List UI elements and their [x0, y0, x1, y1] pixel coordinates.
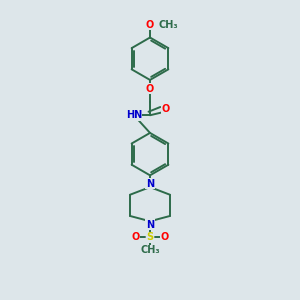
Text: O: O [161, 104, 170, 114]
Text: CH₃: CH₃ [140, 245, 160, 255]
Text: O: O [146, 84, 154, 94]
Text: CH₃: CH₃ [158, 20, 178, 30]
Text: N: N [146, 220, 154, 230]
Text: HN: HN [126, 110, 142, 120]
Text: S: S [146, 232, 154, 242]
Text: O: O [146, 20, 154, 30]
Text: O: O [160, 232, 169, 242]
Text: N: N [146, 178, 154, 189]
Text: O: O [131, 232, 140, 242]
